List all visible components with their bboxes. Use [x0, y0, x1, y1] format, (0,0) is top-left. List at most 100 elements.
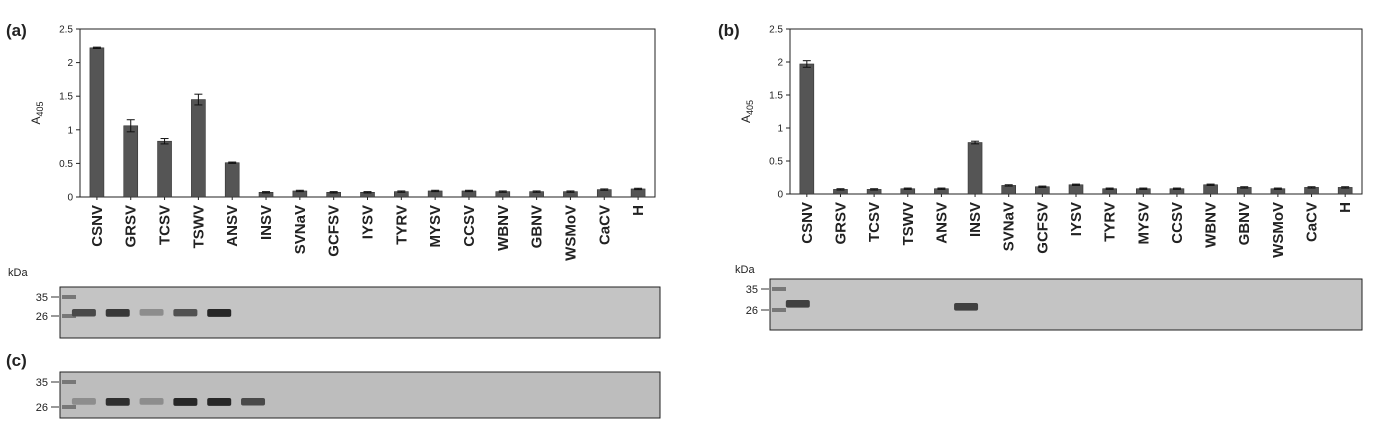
- x-tick-label: WSMoV: [1270, 202, 1287, 258]
- protein-band: [71, 398, 96, 405]
- x-tick-label: TYRV: [393, 205, 410, 245]
- y-tick-label: 2.5: [59, 25, 73, 36]
- blot-unit: kDa: [735, 264, 755, 276]
- marker-label: 26: [746, 305, 758, 317]
- x-tick-label: MYSV: [1135, 202, 1152, 245]
- error-bar: [1004, 184, 1013, 187]
- bar: [157, 140, 172, 198]
- error-bar: [92, 46, 101, 49]
- error-bar: [397, 190, 406, 193]
- y-tick-label: 1: [67, 125, 73, 136]
- x-tick-label: H: [1337, 202, 1354, 213]
- error-bar: [228, 161, 237, 164]
- marker-label: 35: [746, 284, 758, 296]
- x-tick-label: WBNV: [1203, 202, 1220, 248]
- x-tick-label: ANSV: [933, 202, 950, 244]
- x-tick-label: CaCV: [596, 205, 613, 245]
- bar: [799, 63, 815, 195]
- error-bar: [870, 188, 879, 191]
- protein-band: [241, 398, 266, 406]
- bar: [89, 47, 105, 198]
- panel-label: (c): [6, 351, 27, 370]
- bar: [1001, 185, 1017, 195]
- x-tick-label: CaCV: [1304, 202, 1321, 242]
- error-bar: [1139, 187, 1148, 190]
- bar: [1068, 184, 1084, 195]
- x-tick-label: GBNV: [1236, 202, 1253, 245]
- bar: [630, 188, 646, 198]
- y-axis-label: A405: [29, 101, 45, 124]
- ladder-band: [62, 295, 76, 299]
- bar: [967, 142, 983, 195]
- x-tick-label: IYSV: [1068, 202, 1085, 236]
- plot-frame: [789, 28, 1363, 195]
- protein-band: [139, 398, 164, 405]
- error-bar: [1206, 183, 1215, 186]
- bar: [123, 125, 139, 198]
- protein-band: [105, 309, 130, 317]
- panel-label: (a): [6, 21, 27, 40]
- x-tick-label: GCFSV: [326, 205, 343, 257]
- error-bar: [903, 187, 912, 190]
- marker-label: 35: [36, 292, 48, 304]
- blot: [769, 278, 1363, 331]
- bar: [1203, 184, 1218, 195]
- error-bar: [363, 191, 372, 194]
- error-bar: [295, 189, 304, 193]
- protein-band: [139, 309, 164, 316]
- error-bar: [1172, 187, 1181, 190]
- panel-label: (b): [718, 21, 740, 40]
- x-tick-label: CSNV: [799, 202, 816, 244]
- blot-unit: kDa: [8, 267, 28, 279]
- x-tick-label: CCSV: [461, 205, 478, 247]
- y-tick-label: 0: [777, 190, 783, 201]
- protein-band: [207, 398, 232, 406]
- x-tick-label: GBNV: [529, 205, 546, 248]
- x-tick-label: INSV: [967, 202, 984, 237]
- x-tick-label: TSWV: [900, 202, 917, 245]
- x-tick-label: SVNaV: [292, 205, 309, 254]
- ladder-band: [62, 405, 76, 409]
- error-bar: [566, 190, 575, 193]
- x-tick-label: GRSV: [832, 202, 849, 245]
- error-bar: [532, 190, 541, 193]
- y-tick-label: 0.5: [769, 157, 783, 168]
- error-bar: [634, 187, 643, 191]
- ladder-band: [772, 287, 786, 291]
- protein-band: [207, 309, 232, 317]
- y-tick-label: 1: [777, 124, 783, 135]
- x-tick-label: TCSV: [157, 205, 174, 245]
- ladder-band: [62, 380, 76, 384]
- ladder-band: [772, 308, 786, 312]
- error-bar: [1273, 187, 1282, 190]
- x-tick-label: GCFSV: [1034, 202, 1051, 254]
- protein-band: [173, 309, 198, 317]
- bar: [191, 99, 206, 198]
- error-bar: [836, 188, 845, 191]
- y-axis-label: A405: [739, 100, 755, 123]
- x-tick-label: SVNaV: [1001, 202, 1018, 251]
- y-axis-label-text: A: [739, 115, 753, 123]
- x-tick-label: TCSV: [866, 202, 883, 242]
- marker-label: 26: [36, 311, 48, 323]
- ladder-band: [62, 314, 76, 318]
- error-bar: [1240, 186, 1249, 189]
- protein-band: [71, 309, 96, 317]
- x-tick-label: TYRV: [1102, 202, 1119, 242]
- error-bar: [1105, 187, 1114, 190]
- x-tick-label: GRSV: [123, 205, 140, 248]
- y-tick-label: 0.5: [59, 159, 73, 170]
- x-tick-label: CCSV: [1169, 202, 1186, 244]
- x-tick-label: INSV: [258, 205, 275, 240]
- protein-band: [785, 300, 810, 308]
- error-bar: [802, 60, 811, 68]
- bar: [224, 162, 240, 198]
- x-tick-label: CSNV: [89, 205, 106, 247]
- error-bar: [600, 188, 609, 191]
- y-tick-label: 0: [67, 193, 73, 204]
- error-bar: [160, 138, 169, 145]
- x-tick-label: WBNV: [495, 205, 512, 251]
- error-bar: [1307, 186, 1316, 189]
- blot: [59, 371, 661, 419]
